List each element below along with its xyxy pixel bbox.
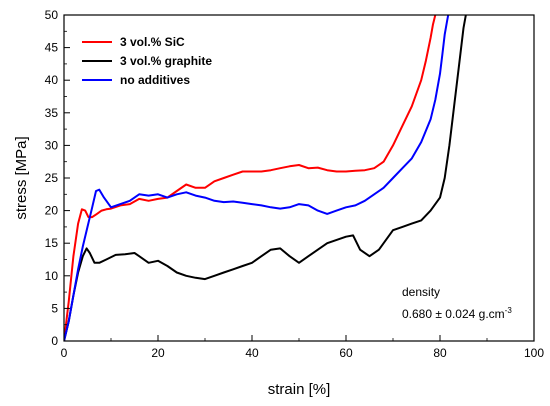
- y-tick-label: 45: [45, 41, 59, 55]
- series-line-graphite: [64, 15, 467, 341]
- y-tick-label: 25: [45, 171, 59, 185]
- legend-label-sic: 3 vol.% SiC: [120, 35, 185, 49]
- y-tick-label: 50: [45, 8, 59, 22]
- y-tick-label: 15: [45, 236, 59, 250]
- annotation-value-sup: -3: [505, 306, 513, 315]
- x-tick-label: 100: [524, 346, 544, 360]
- y-tick-label: 40: [45, 73, 59, 87]
- density-annotation: density 0.680 ± 0.024 g.cm-3: [402, 285, 512, 321]
- annotation-value: 0.680 ± 0.024 g.cm-3: [402, 306, 512, 321]
- y-tick-label: 10: [45, 269, 59, 283]
- axes-layer: 0 20 40 60 80 100 0 5 10 15 20 25 30 35 40 45 50: [45, 8, 545, 360]
- y-tick-label: 35: [45, 106, 59, 120]
- y-tick-label: 0: [51, 334, 58, 348]
- y-tick-label: 5: [51, 301, 58, 315]
- legend-label-no-additives: no additives: [120, 73, 190, 87]
- x-axis-title: strain [%]: [268, 381, 331, 398]
- y-tick-label: 30: [45, 138, 59, 152]
- legend-label-graphite: 3 vol.% graphite: [120, 54, 212, 68]
- x-tick-label: 20: [151, 346, 165, 360]
- y-axis-title: stress [MPa]: [13, 136, 30, 219]
- x-tick-label: 40: [245, 346, 259, 360]
- legend: 3 vol.% SiC 3 vol.% graphite no additive…: [82, 35, 212, 87]
- x-tick-label: 60: [339, 346, 353, 360]
- series-layer: [64, 15, 467, 341]
- series-line-sic: [64, 15, 437, 341]
- x-tick-label: 80: [433, 346, 447, 360]
- annotation-value-main: 0.680 ± 0.024 g.cm: [402, 307, 505, 321]
- annotation-title: density: [402, 285, 440, 299]
- y-tick-label: 20: [45, 204, 59, 218]
- x-tick-label: 0: [61, 346, 68, 360]
- series-line-no-additives: [64, 15, 450, 341]
